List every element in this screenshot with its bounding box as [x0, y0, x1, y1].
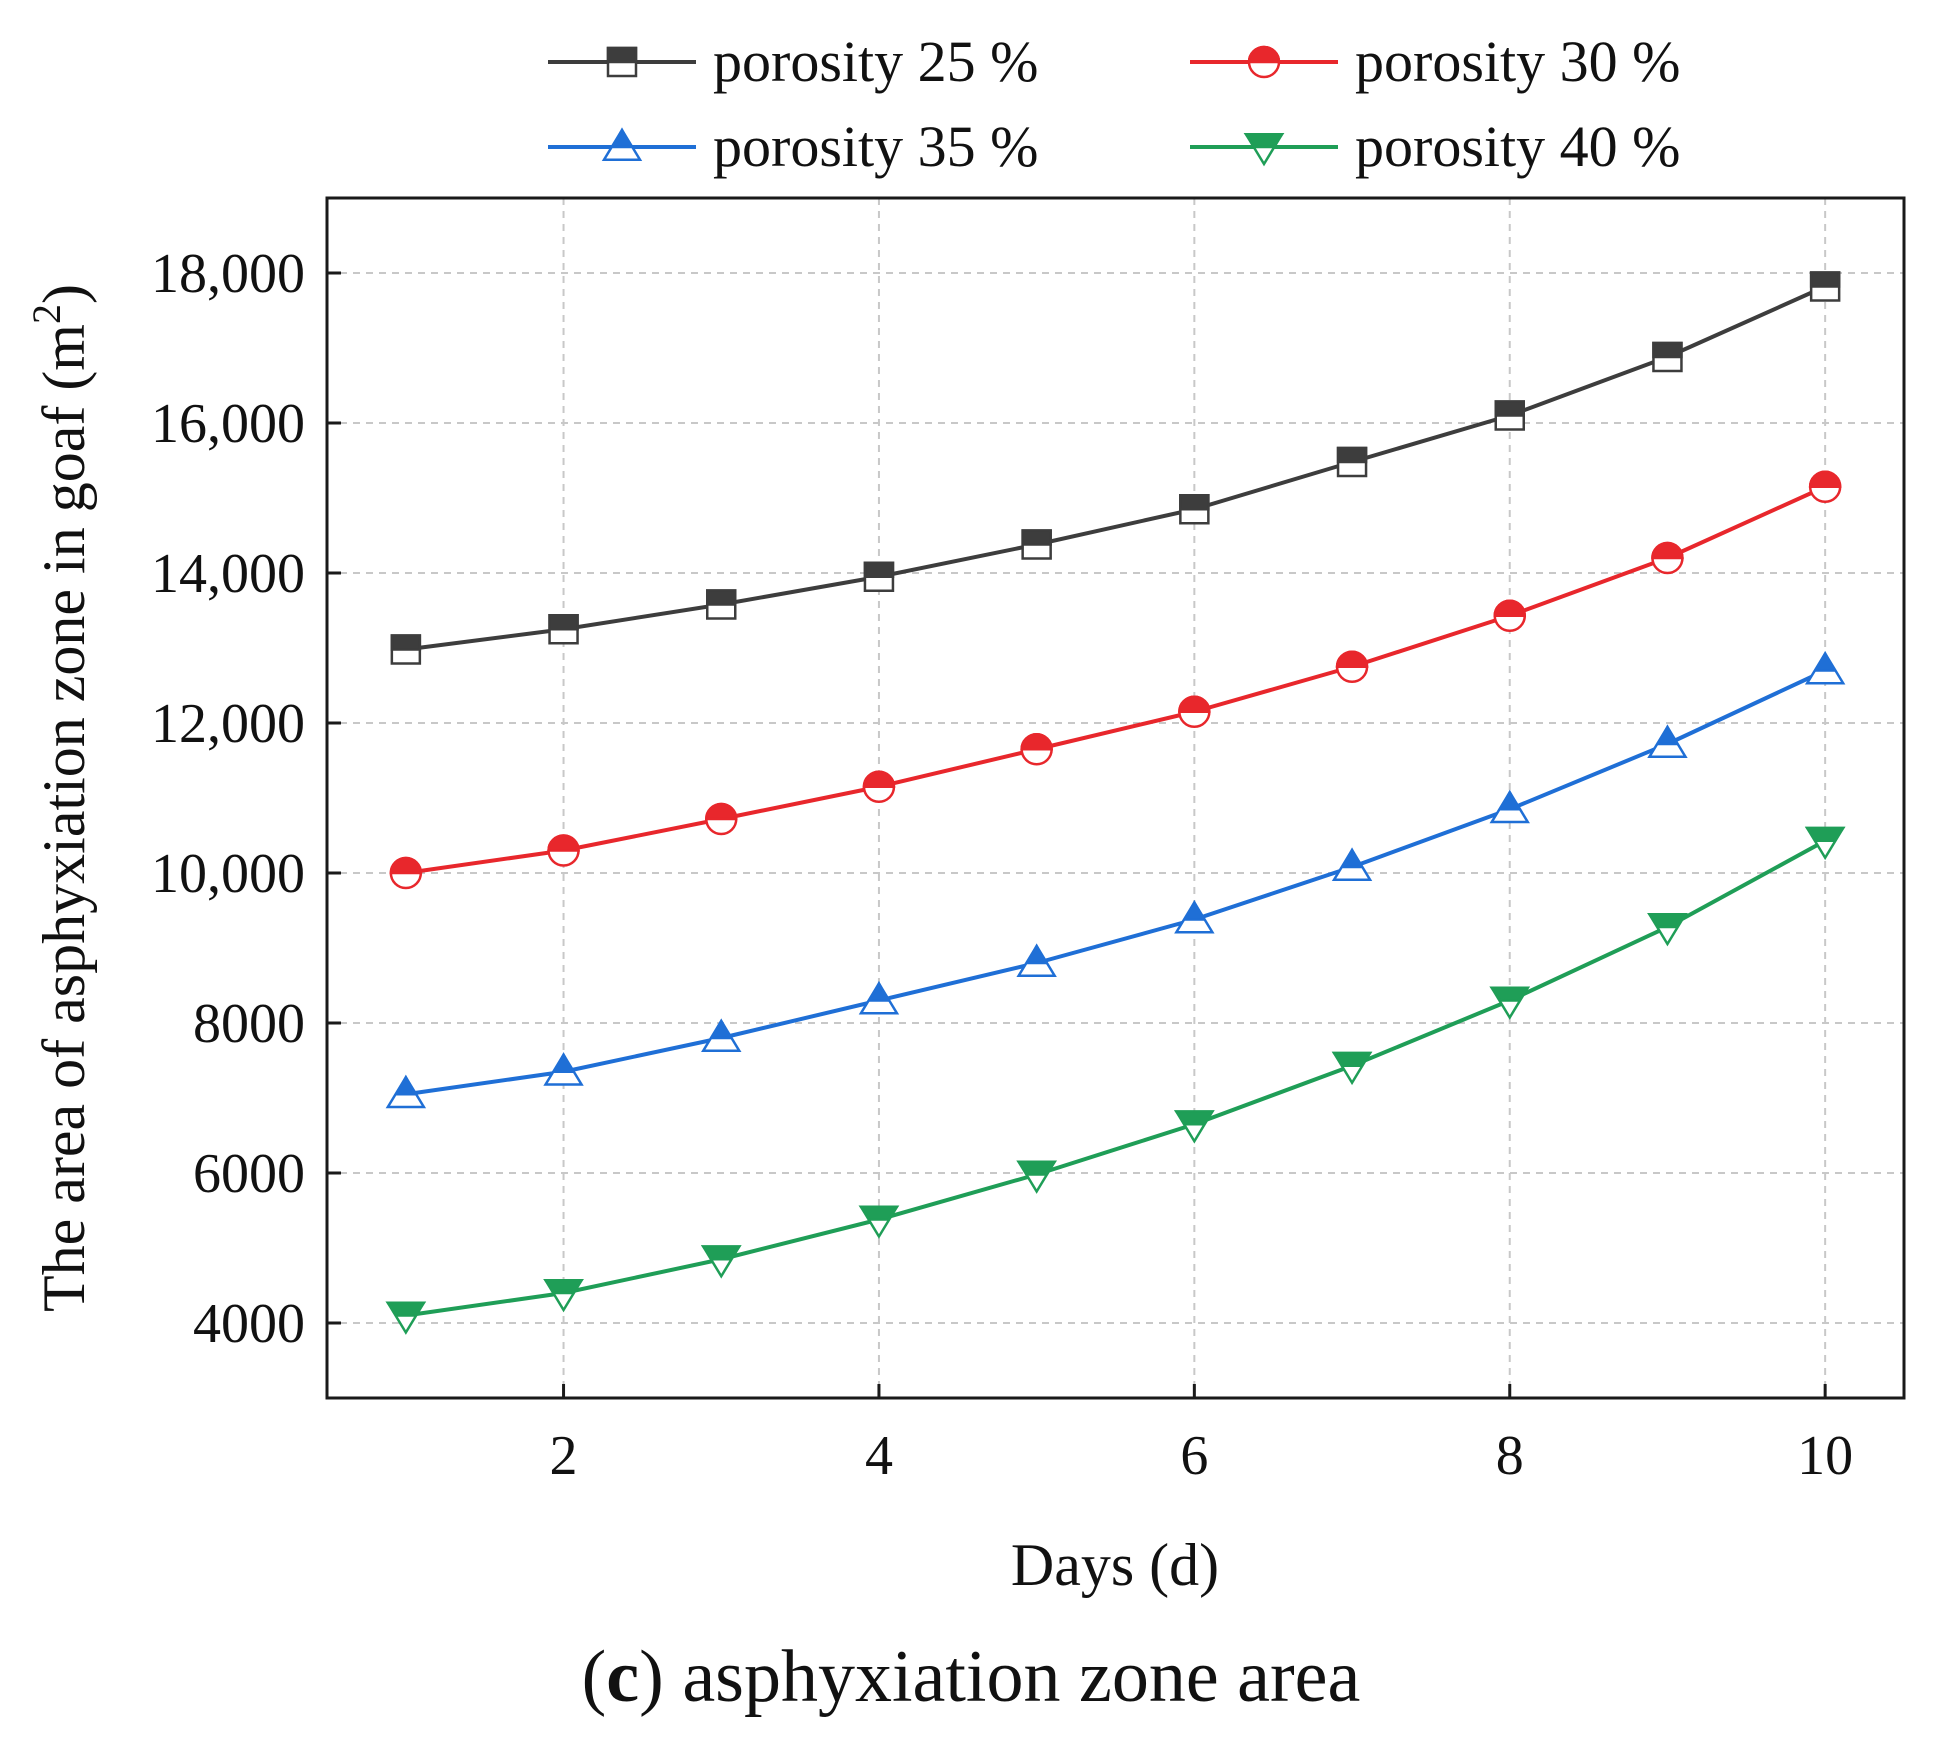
y-tick-label: 4000	[193, 1293, 305, 1355]
data-point-fill	[385, 1301, 427, 1317]
legend-marker-fill	[606, 46, 638, 64]
legend-label: porosity 25 %	[713, 29, 1038, 94]
data-point-fill	[1498, 789, 1522, 811]
series-layer	[385, 271, 1846, 1335]
data-point-fill	[1335, 650, 1369, 668]
grid-lines	[327, 198, 1904, 1398]
data-point-fill	[1340, 847, 1364, 869]
y-tick-label: 18,000	[151, 243, 305, 305]
y-tick-label: 16,000	[151, 393, 305, 455]
data-point-fill	[1020, 733, 1053, 751]
data-point-fill	[706, 589, 737, 606]
data-point-fill	[1331, 1051, 1373, 1067]
legend-label: porosity 30 %	[1355, 29, 1680, 94]
data-point-fill	[1016, 1160, 1058, 1176]
x-tick-label: 4	[865, 1425, 893, 1487]
data-point-fill	[543, 1279, 584, 1295]
data-point-fill	[1179, 494, 1210, 511]
data-point-fill	[1647, 913, 1688, 929]
legend-entry: porosity 40 %	[1190, 114, 1680, 179]
series-line	[405, 484, 1826, 875]
legend-label: porosity 35 %	[713, 114, 1038, 179]
x-tick-label: 2	[550, 1425, 578, 1487]
data-point-fill	[1025, 943, 1049, 965]
caption-text: asphyxiation zone area	[663, 1636, 1361, 1718]
data-point-fill	[389, 856, 423, 875]
y-axis-title-superscript: 2	[24, 304, 69, 324]
series-2	[389, 470, 1842, 890]
legend-marker-fill	[610, 127, 634, 149]
data-point-fill	[1651, 541, 1684, 560]
data-point-fill	[1809, 271, 1841, 288]
data-point-fill	[704, 802, 738, 821]
series-3	[385, 650, 1846, 1109]
data-point-fill	[867, 980, 891, 1002]
series-line	[405, 668, 1826, 1097]
legend-entry: porosity 25 %	[548, 29, 1038, 94]
x-tick-label: 10	[1797, 1425, 1853, 1487]
y-tick-label: 8000	[193, 993, 305, 1055]
y-axis-title: The area of asphyxiation zone in goaf (m…	[24, 284, 97, 1312]
data-point-fill	[1804, 826, 1846, 842]
data-point-fill	[1493, 599, 1527, 617]
x-tick-label: 6	[1180, 1425, 1208, 1487]
y-tick-label: 14,000	[151, 543, 305, 605]
data-point-fill	[709, 1018, 733, 1040]
data-point-fill	[547, 834, 580, 852]
data-point-fill	[1336, 446, 1368, 464]
axis-ticks: 2 4 6 8 10 4000 6000 8000 10,000 12,000 14,000 16,0…	[151, 243, 1853, 1487]
legend-entry: porosity 35 %	[548, 114, 1038, 179]
series-4	[385, 826, 1846, 1335]
data-point-fill	[1182, 899, 1206, 921]
y-tick-label: 10,000	[151, 843, 305, 905]
data-point-fill	[1813, 650, 1837, 672]
data-point-fill	[1652, 341, 1683, 359]
y-axis-title-close: )	[31, 284, 97, 304]
x-axis-title: Days (d)	[1011, 1532, 1219, 1598]
data-point-fill	[1494, 400, 1525, 417]
legend-label: porosity 40 %	[1355, 114, 1680, 179]
legend-entry: porosity 30 %	[1190, 29, 1680, 94]
data-point-fill	[1655, 724, 1679, 746]
data-point-fill	[863, 561, 895, 578]
figure-caption: (c) asphyxiation zone area	[581, 1636, 1361, 1718]
series-1	[390, 271, 1841, 665]
data-point-fill	[858, 1205, 900, 1221]
caption-letter: c	[606, 1636, 640, 1718]
data-point-fill	[1489, 986, 1531, 1002]
y-tick-label: 6000	[193, 1143, 305, 1205]
data-point-fill	[862, 770, 896, 788]
data-point-fill	[548, 614, 579, 631]
data-point-fill	[1021, 529, 1052, 546]
data-point-fill	[394, 1074, 418, 1096]
data-point-fill	[1178, 695, 1211, 713]
data-point-fill	[700, 1245, 742, 1261]
y-axis-title-text: The area of asphyxiation zone in goaf (m	[31, 324, 97, 1312]
data-point-fill	[552, 1052, 576, 1073]
x-tick-label: 8	[1496, 1425, 1524, 1487]
legend-marker-fill	[1247, 45, 1281, 64]
series-line	[405, 284, 1826, 652]
data-point-fill	[1808, 470, 1842, 488]
legend-marker-fill	[1243, 133, 1285, 149]
y-tick-label: 12,000	[151, 693, 305, 755]
series-line	[405, 838, 1827, 1318]
line-chart: 2 4 6 8 10 4000 6000 8000 10,000 12,000 14,000 16,0…	[24, 29, 1906, 1598]
plot-frame	[325, 196, 1906, 1400]
data-point-fill	[1173, 1110, 1215, 1126]
legend: porosity 25 % porosity 30 % porosity 35 % p…	[548, 29, 1680, 179]
data-point-fill	[390, 634, 422, 651]
